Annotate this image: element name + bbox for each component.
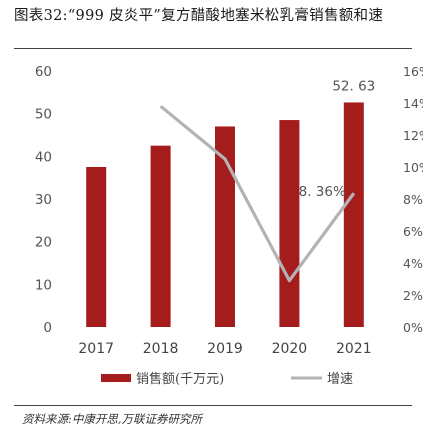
- left-axis-tick-label: 10: [35, 277, 52, 293]
- right-axis-tick-label: 10%: [403, 160, 423, 175]
- data-label: 52. 63: [332, 78, 375, 94]
- bar: [86, 167, 107, 327]
- title-divider: [14, 48, 412, 49]
- page-title: 图表32:“999 皮炎平”复方醋酸地塞米松乳膏销售额和速: [14, 8, 384, 24]
- x-axis-tick-label: 2018: [143, 341, 179, 357]
- left-axis-tick-label: 50: [35, 107, 52, 123]
- bar-series: [86, 102, 364, 327]
- right-axis-tick-label: 0%: [403, 320, 423, 335]
- left-axis-tick-label: 60: [35, 64, 52, 80]
- left-axis-tick-label: 20: [35, 235, 52, 251]
- left-axis-tick-label: 0: [43, 320, 52, 336]
- left-axis-tick-label: 40: [35, 149, 52, 165]
- source-note: 资料来源:中康开思,万联证券研究所: [22, 412, 203, 426]
- right-axis-tick-label: 12%: [403, 128, 423, 143]
- legend-swatch-bar: [101, 374, 131, 382]
- legend-label-bar: 销售额(千万元): [136, 371, 224, 387]
- bar: [343, 102, 364, 327]
- data-label: 8. 36%: [299, 184, 346, 200]
- right-axis-tick-label: 8%: [403, 192, 423, 207]
- x-axis-ticks: 2017 2018 2019 2020 2021: [78, 341, 371, 357]
- data-labels: 52. 63 8. 36%: [299, 78, 376, 200]
- left-axis-ticks: 0 10 20 30 40 50 60: [35, 64, 52, 336]
- bar: [279, 120, 300, 327]
- bar: [215, 126, 235, 327]
- right-axis-tick-label: 14%: [403, 96, 423, 111]
- legend: 销售额(千万元) 增速: [101, 371, 353, 387]
- left-axis-tick-label: 30: [35, 192, 52, 208]
- right-axis-tick-label: 2%: [403, 288, 423, 303]
- x-axis-tick-label: 2020: [272, 341, 308, 357]
- right-axis-ticks: 0% 2% 4% 6% 8% 10% 12% 14% 16%: [403, 64, 423, 335]
- x-axis-tick-label: 2019: [207, 341, 243, 357]
- right-axis-tick-label: 6%: [403, 224, 423, 239]
- chart: 0 10 20 30 40 50 60 0% 2% 4% 6% 8% 10% 12% 14% 16% 201…: [35, 64, 423, 387]
- bar: [150, 145, 171, 327]
- source-divider: [14, 405, 412, 406]
- right-axis-tick-label: 16%: [403, 64, 423, 79]
- legend-label-line: 增速: [327, 372, 353, 387]
- line-series: [159, 104, 356, 283]
- x-axis-tick-label: 2021: [336, 341, 372, 357]
- growth-line: [159, 104, 356, 283]
- right-axis-tick-label: 4%: [403, 256, 423, 271]
- x-axis-tick-label: 2017: [78, 341, 114, 357]
